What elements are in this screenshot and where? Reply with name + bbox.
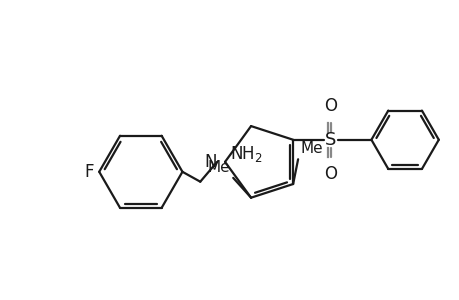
Text: S: S: [325, 131, 336, 149]
Text: O: O: [324, 97, 336, 115]
Text: O: O: [324, 164, 336, 182]
Text: Me: Me: [299, 141, 322, 156]
Text: N: N: [204, 153, 217, 171]
Text: NH$_2$: NH$_2$: [229, 144, 262, 164]
Text: F: F: [84, 163, 94, 181]
Text: Me: Me: [207, 160, 230, 175]
